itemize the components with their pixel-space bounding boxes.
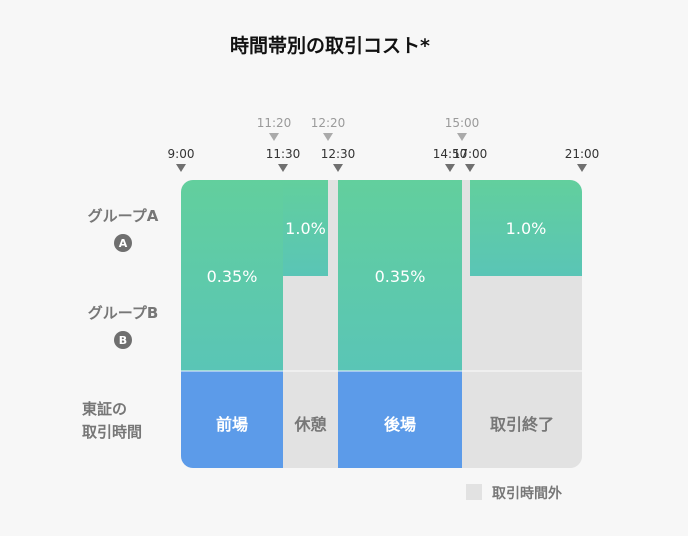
row-label-sessions: 東証の 取引時間: [82, 400, 142, 441]
time-marker-arrow: [323, 133, 333, 141]
time-label: 11:30: [266, 147, 301, 161]
cost-value-label: 1.0%: [285, 219, 326, 238]
row-label-group-a: グループA A: [88, 207, 159, 252]
group-a-badge: [114, 234, 132, 252]
time-marker-arrow: [176, 164, 186, 172]
time-marker-arrow: [278, 164, 288, 172]
cost-block: [283, 180, 328, 276]
legend-label: 取引時間外: [492, 485, 562, 502]
time-label: 17:00: [453, 147, 488, 161]
cost-value-label: 1.0%: [506, 219, 547, 238]
session-closed-block: [462, 371, 582, 468]
session-label-line2: 取引時間: [82, 423, 142, 441]
session-label: 前場: [216, 415, 248, 434]
cost-value-label: 0.35%: [375, 267, 426, 286]
time-label: 11:20: [257, 116, 292, 130]
group-a-label: グループA: [88, 207, 159, 225]
time-label: 21:00: [565, 147, 600, 161]
session-label: 取引終了: [490, 415, 554, 434]
cost-block: [338, 180, 462, 371]
session-label: 後場: [384, 415, 416, 434]
time-label: 14:50: [433, 147, 468, 161]
time-markers: 9:00 11:20 11:30 12:20 12:30 14:50 15:00 17:00 2…: [168, 116, 600, 172]
group-b-badge-letter: B: [119, 334, 127, 347]
session-open-block: [181, 371, 283, 468]
cost-block: [181, 180, 283, 371]
legend: 取引時間外: [466, 484, 562, 502]
session-closed-block: [283, 371, 338, 468]
time-marker-arrow: [445, 164, 455, 172]
legend-swatch: [466, 484, 482, 500]
row-label-group-b: グループB B: [88, 304, 159, 349]
plot-area: 0.35% 1.0% 0.35% 1.0% 前場 休憩 後場 取引終了: [181, 180, 582, 468]
chart-title: 時間帯別の取引コスト*: [230, 34, 430, 57]
time-marker-arrow: [577, 164, 587, 172]
session-label: 休憩: [293, 415, 326, 434]
session-open-block: [338, 371, 462, 468]
time-marker-arrow: [465, 164, 475, 172]
cost-block: [470, 180, 582, 276]
cost-value-label: 0.35%: [207, 267, 258, 286]
group-b-badge: [114, 331, 132, 349]
time-label: 15:00: [445, 116, 480, 130]
time-label: 12:30: [321, 147, 356, 161]
time-marker-arrow: [457, 133, 467, 141]
group-b-label: グループB: [88, 304, 159, 322]
group-a-badge-letter: A: [119, 237, 128, 250]
session-label-line1: 東証の: [82, 400, 127, 418]
time-marker-arrow: [333, 164, 343, 172]
time-marker-arrow: [269, 133, 279, 141]
time-label: 9:00: [168, 147, 195, 161]
time-label: 12:20: [311, 116, 346, 130]
